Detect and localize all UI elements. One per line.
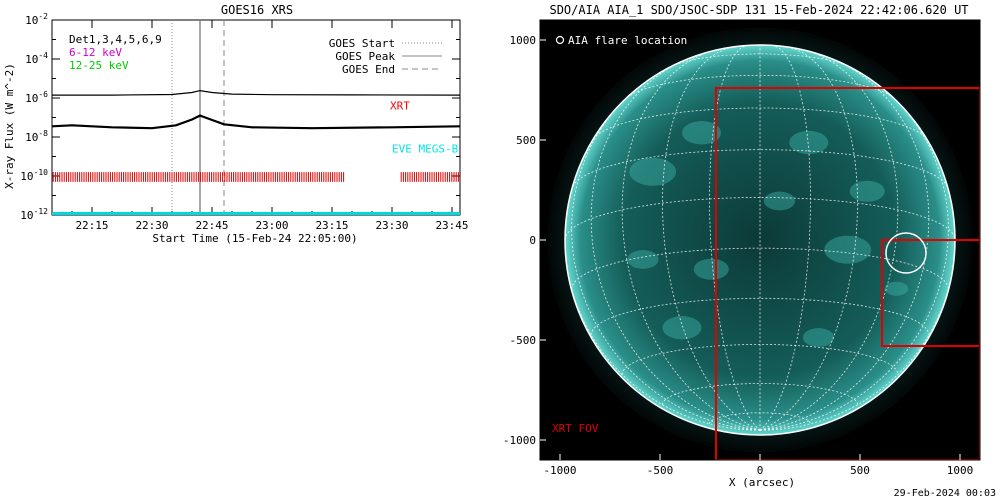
longitude-line xyxy=(759,90,949,431)
goes-y-axis-label: X-ray Flux (W m^-2) xyxy=(3,63,16,189)
aia-x-tick-label: -1000 xyxy=(543,464,576,477)
latitude-line xyxy=(592,107,928,140)
goes-x-tick-label: 23:15 xyxy=(315,219,348,232)
aia-y-tick-label: -1000 xyxy=(503,434,536,447)
active-region-glow xyxy=(682,121,721,145)
flare-legend-marker xyxy=(555,35,565,45)
latitude-line xyxy=(626,74,894,98)
aia-x-tick-label: 1000 xyxy=(947,464,974,477)
aia-x-tick-label: 0 xyxy=(757,464,764,477)
goes-x-tick-label: 23:30 xyxy=(375,219,408,232)
aia-y-tick-label: 500 xyxy=(516,134,536,147)
longitude-line xyxy=(759,46,858,431)
longitude-line xyxy=(590,60,761,431)
goes-legend-left-item: 6-12 keV xyxy=(69,46,122,59)
goes-x-tick-label: 23:00 xyxy=(255,219,288,232)
goes-x-tick-label: 23:45 xyxy=(435,219,468,232)
xrt-small-fov-box xyxy=(881,239,980,347)
solar-disk xyxy=(565,45,955,435)
aia-y-tick-label: 0 xyxy=(529,234,536,247)
eve-annotation: EVE MEGS-B xyxy=(392,143,459,156)
active-region-glow xyxy=(824,235,872,264)
latitude-line xyxy=(572,149,948,187)
goes-flux-series xyxy=(52,89,461,96)
goes-x-tick-label: 22:30 xyxy=(135,219,168,232)
flare-legend-label: AIA flare location xyxy=(568,34,687,47)
goes-xrs-panel: GOES16 XRS X-ray Flux (W m^-2) Start Tim… xyxy=(0,0,470,250)
goes-chart-title: GOES16 XRS xyxy=(221,3,293,17)
longitude-line xyxy=(709,45,761,431)
goes-legend-left-item: 12-25 keV xyxy=(69,59,129,72)
goes-legend-right-label: GOES Peak xyxy=(335,50,395,63)
goes-xrs-chart: GOES16 XRS X-ray Flux (W m^-2) Start Tim… xyxy=(3,3,469,245)
goes-y-tick-label: 10-4 xyxy=(25,51,48,66)
goes-y-tick-label: 10-8 xyxy=(25,129,48,144)
latitude-line xyxy=(564,196,956,241)
active-region-glow xyxy=(763,191,796,211)
aia-y-tick-label: -500 xyxy=(510,334,537,347)
aia-y-tick-label: 1000 xyxy=(510,34,537,47)
active-region-glow xyxy=(693,258,729,280)
goes-y-tick-label: 10-12 xyxy=(20,207,48,222)
goes-legend-right-label: GOES End xyxy=(342,63,395,76)
goes-x-axis-label: Start Time (15-Feb-24 22:05:00) xyxy=(152,232,357,245)
active-region-glow xyxy=(802,328,835,347)
goes-x-tick-label: 22:45 xyxy=(195,219,228,232)
active-region-glow xyxy=(662,316,702,340)
aia-x-tick-label: 500 xyxy=(850,464,870,477)
aia-x-axis-label: X (arcsec) xyxy=(729,476,795,489)
flare-location-circle xyxy=(885,232,927,274)
active-region-glow xyxy=(627,250,659,269)
goes-legend-right-label: GOES Start xyxy=(329,37,395,50)
longitude-line xyxy=(759,60,930,431)
active-region-glow xyxy=(849,180,885,202)
goes-y-tick-label: 10-2 xyxy=(25,12,48,27)
goes-x-tick-label: 22:15 xyxy=(75,219,108,232)
aia-x-tick-label: -500 xyxy=(647,464,674,477)
longitude-line xyxy=(662,46,761,431)
longitude-line xyxy=(621,49,761,431)
xrt-fov-label: XRT FOV xyxy=(552,422,599,435)
goes-y-tick-label: 10-10 xyxy=(20,168,48,183)
aia-image-area: AIA flare location XRT FOV xyxy=(540,20,980,460)
xrt-fov-box xyxy=(715,87,980,460)
goes-flux-series xyxy=(51,114,461,130)
latitude-line xyxy=(571,247,949,290)
goes-y-tick-label: 10-6 xyxy=(25,90,48,105)
xrt-annotation: XRT xyxy=(390,100,410,113)
aia-image-panel: SDO/AIA AIA_1 SDO/JSOC-SDP 131 15-Feb-20… xyxy=(500,0,1000,500)
longitude-line xyxy=(571,90,761,431)
active-region-glow xyxy=(629,157,677,186)
goes-legend-left-item: Det1,3,4,5,6,9 xyxy=(69,33,162,46)
longitude-line xyxy=(759,45,811,431)
active-region-glow xyxy=(884,281,909,296)
aia-chart-title: SDO/AIA AIA_1 SDO/JSOC-SDP 131 15-Feb-20… xyxy=(549,3,968,17)
aia-image-chart: SDO/AIA AIA_1 SDO/JSOC-SDP 131 15-Feb-20… xyxy=(503,3,996,499)
footer-timestamp: 29-Feb-2024 00:03 xyxy=(894,488,996,499)
active-region-glow xyxy=(789,130,829,155)
